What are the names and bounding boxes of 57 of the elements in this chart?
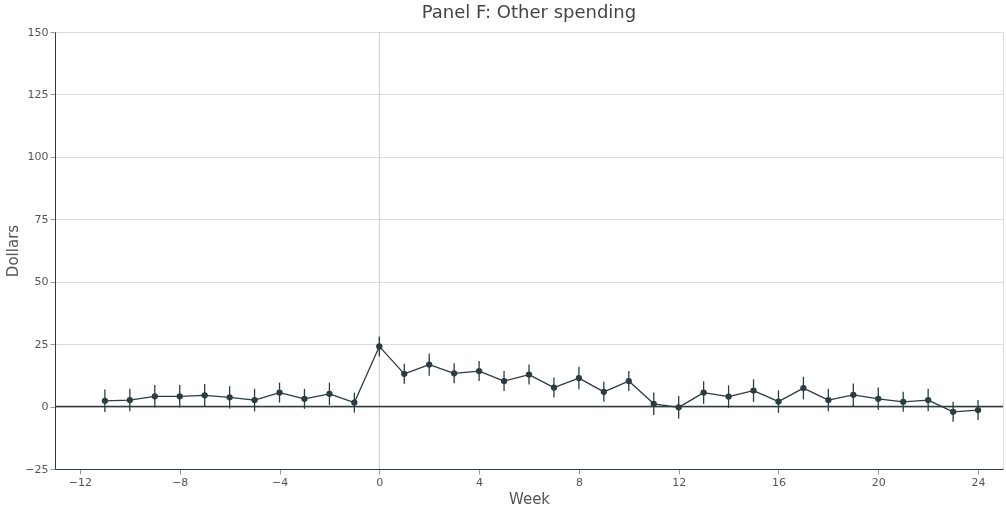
x-tick-label: 8 <box>575 475 583 489</box>
x-tick-label: 4 <box>476 475 484 489</box>
x-tick-label: −4 <box>271 475 289 489</box>
point <box>675 404 682 411</box>
point <box>925 396 932 404</box>
point <box>949 408 957 415</box>
x-tick-label: 20 <box>871 475 886 489</box>
point <box>251 396 258 404</box>
point <box>201 392 208 399</box>
point <box>176 393 183 400</box>
point <box>475 367 483 375</box>
point <box>226 394 233 401</box>
y-tick-label: 150 <box>27 25 49 39</box>
point <box>850 391 857 398</box>
point <box>625 377 632 385</box>
x-axis-title: Week <box>508 489 551 508</box>
y-tick-label: 25 <box>34 337 49 351</box>
point <box>451 370 458 377</box>
point <box>550 384 558 391</box>
point <box>700 389 707 396</box>
y-tick-label: −25 <box>25 462 49 476</box>
y-tick-label: 125 <box>27 87 49 101</box>
point <box>775 398 782 405</box>
y-tick-label: 50 <box>34 275 49 289</box>
y-axis-title: Dollars <box>4 224 23 278</box>
point <box>575 374 583 382</box>
point <box>525 371 533 378</box>
point <box>650 400 657 407</box>
x-tick-label: −8 <box>172 475 189 489</box>
point <box>126 396 133 404</box>
x-tick-label: 12 <box>672 475 687 489</box>
point <box>600 388 607 395</box>
x-tick-label: 16 <box>771 475 786 489</box>
point <box>800 384 807 392</box>
point <box>151 393 158 400</box>
x-tick-label: 0 <box>376 475 384 489</box>
point <box>725 393 732 400</box>
y-tick-label: 0 <box>41 400 49 414</box>
point <box>500 377 508 385</box>
point <box>101 397 109 404</box>
y-tick-label: 100 <box>27 150 49 164</box>
x-tick-label: −12 <box>68 475 93 489</box>
point <box>825 396 832 404</box>
x-tick-label: 24 <box>971 475 986 489</box>
point <box>326 390 333 397</box>
y-tick-label: 75 <box>34 212 49 226</box>
point <box>750 387 757 394</box>
point <box>376 343 383 350</box>
point <box>351 399 358 406</box>
point <box>301 395 308 402</box>
point <box>900 398 907 405</box>
point <box>276 389 283 396</box>
point <box>426 361 433 368</box>
point <box>875 395 882 402</box>
chart-title: Panel F: Other spending <box>421 1 637 22</box>
point <box>401 370 408 378</box>
point <box>974 406 982 414</box>
